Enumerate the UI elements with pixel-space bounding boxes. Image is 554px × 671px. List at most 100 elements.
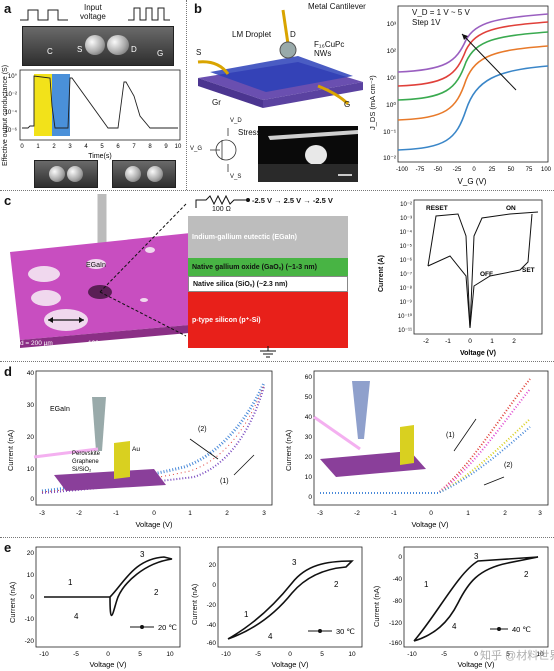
y-tick: 10⁻⁹	[400, 299, 413, 306]
droplet	[125, 166, 141, 182]
plot-frame	[313, 370, 549, 506]
trend-arrow	[461, 33, 517, 91]
drain-label: D	[290, 30, 296, 39]
plot-frame	[19, 69, 181, 141]
droplet	[147, 166, 163, 182]
x-tick: 100	[541, 167, 552, 173]
y-axis-label: Current (nA)	[284, 429, 293, 471]
panel-a: a Input voltage C S D G 10° 10⁻² 10⁻⁴ 10…	[0, 0, 186, 190]
inset-beam	[313, 415, 361, 451]
layer-label: Native silica (SiOₓ)	[193, 280, 255, 288]
x-tick: -1	[113, 510, 119, 517]
x-tick: -5	[255, 651, 261, 658]
y-tick: -80	[393, 598, 403, 605]
on-label: ON	[506, 205, 516, 212]
iv-chart-left: 40 30 20 10 0 -3 -2 -1 0 1 2 3 Voltage (…	[27, 370, 273, 529]
y-tick: 0	[212, 582, 216, 589]
x-tick: -3	[39, 510, 45, 517]
x-tick: 0	[429, 510, 433, 517]
sweep-number: 3	[292, 558, 297, 567]
droplet-label: LM Droplet	[232, 30, 272, 39]
y-tick: 20	[27, 434, 35, 441]
iv-curve	[320, 388, 531, 494]
sweep-number: 3	[140, 550, 145, 559]
stress-label: Stress	[238, 128, 261, 137]
temperature-label: 30 ℃	[336, 627, 355, 636]
x-tick: 25	[489, 167, 496, 173]
x-tick: -10	[221, 651, 231, 658]
device-photo	[34, 160, 98, 188]
size-label: 50 µm	[134, 340, 153, 347]
panel-label: d	[4, 364, 12, 379]
plot-frame	[217, 546, 363, 648]
x-tick: -25	[453, 167, 462, 173]
size-label: 100 µm	[88, 340, 110, 347]
y-tick: -10	[25, 616, 35, 623]
x-axis-label: Voltage (V)	[460, 350, 496, 357]
vs-label: V_S	[230, 174, 242, 180]
series-line	[397, 21, 549, 87]
y-tick: 30	[305, 434, 313, 441]
x-tick: 10	[175, 144, 182, 150]
y-tick: 20	[305, 454, 313, 461]
substrate-side	[198, 78, 263, 108]
electrode-label: G	[157, 49, 164, 58]
separator	[0, 537, 554, 538]
iv-chart-right: 60 50 40 30 20 10 0 -3 -2 -1 0 1 2 3 Vol…	[305, 370, 549, 529]
droplet	[107, 35, 129, 55]
circuit-top	[195, 194, 250, 208]
chart-annotation: V_D = 1 V ~ 5 V Step 1V	[412, 8, 470, 27]
panel-label: e	[4, 540, 12, 555]
y-tick: 40	[305, 414, 313, 421]
y-axis-label: Current (A)	[378, 255, 385, 292]
y-axis-label: Current (nA)	[372, 585, 381, 627]
inset-tip	[92, 397, 106, 451]
x-tick: -50	[434, 167, 443, 173]
egain-label: EGaIn	[86, 262, 106, 269]
x-tick: 0	[472, 167, 476, 173]
inset-label: Graphene	[72, 459, 99, 465]
blue-pulse	[52, 74, 70, 136]
panel-label: a	[4, 1, 12, 16]
x-tick: 3	[262, 510, 266, 517]
x-tick: -75	[416, 167, 425, 173]
x-tick: 2	[512, 338, 516, 345]
panel-b: b Metal Cantilever LM Droplet D F₁₆CuPc …	[188, 0, 554, 190]
nanowires	[210, 56, 353, 92]
hysteresis-loop	[413, 556, 539, 642]
y-tick: 10⁻⁸	[400, 285, 413, 292]
zoom-line	[99, 203, 187, 293]
x-tick: 10	[348, 651, 356, 658]
plot-frame	[413, 199, 543, 335]
x-tick: -3	[317, 510, 323, 517]
lm-droplet	[279, 41, 297, 59]
inset-label: EGaIn	[50, 406, 70, 413]
cantilever-photo	[268, 130, 358, 140]
reset-label: RESET	[426, 205, 448, 212]
x-tick: 9	[164, 144, 168, 150]
y-tick: 0	[30, 594, 34, 601]
hole	[86, 259, 106, 269]
x-tick: -5	[73, 651, 79, 658]
hysteresis-loop	[44, 556, 173, 617]
temperature-label: 40 ℃	[512, 625, 531, 634]
gate-label: G	[344, 100, 351, 109]
panel-label: b	[194, 1, 202, 16]
panel-c: c EGaIn d = 200 µm 100 µm 50 µm 100 Ω -2…	[0, 192, 554, 360]
x-axis-label: Voltage (V)	[411, 520, 449, 529]
electrode-label: C	[47, 47, 53, 56]
device-schematic	[197, 9, 363, 182]
vg-label: V_G	[190, 146, 203, 152]
droplet-photo-shape	[305, 145, 327, 165]
sweep-number: 3	[474, 552, 479, 561]
sweep-number: 2	[524, 570, 529, 579]
panel-d: d 40 30 20 10 0 -3 -2 -1 0 1 2 3 Voltage…	[0, 363, 554, 535]
y-tick: 10⁻⁶	[5, 127, 18, 134]
inset-electrode	[400, 425, 414, 465]
egain-substrate	[10, 194, 200, 348]
sweep-number: 2	[334, 580, 339, 589]
sweep-number: 2	[154, 588, 159, 597]
x-tick: -10	[39, 651, 49, 658]
hole	[145, 247, 155, 253]
y-tick: 10⁻⁴	[400, 229, 413, 236]
